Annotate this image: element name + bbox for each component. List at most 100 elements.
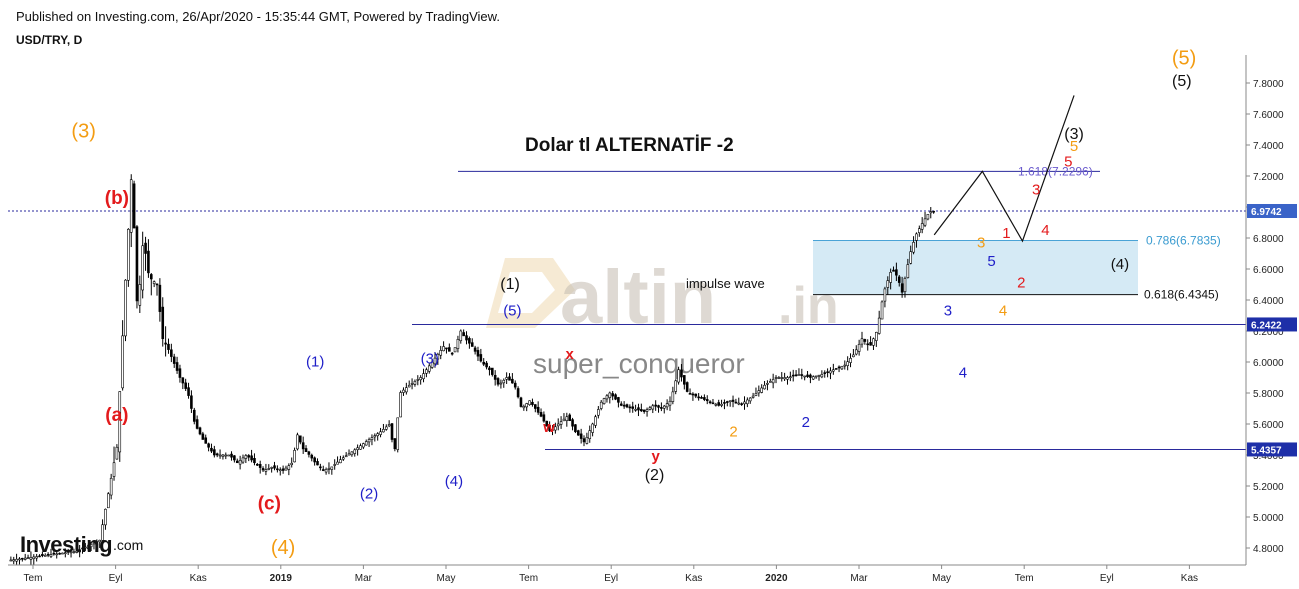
candle-body bbox=[129, 179, 133, 233]
plot-area bbox=[8, 55, 1246, 565]
wave-label: 5 bbox=[987, 253, 995, 270]
candle-body bbox=[918, 228, 921, 233]
x-tick-label: Eyl bbox=[1100, 573, 1114, 584]
candle-body bbox=[585, 436, 589, 444]
candle-body bbox=[637, 407, 640, 411]
candle-body bbox=[849, 358, 852, 363]
candle-body bbox=[897, 276, 901, 283]
candle-body bbox=[213, 449, 216, 456]
candle-body bbox=[192, 409, 196, 422]
candle-body bbox=[760, 387, 763, 393]
projection-path bbox=[933, 95, 1075, 243]
wave-label: (3) bbox=[1064, 126, 1084, 143]
candle-body bbox=[316, 461, 319, 466]
candle-body bbox=[545, 420, 549, 427]
fib-label: 1.618(7.2296) bbox=[1018, 164, 1093, 178]
candle-body bbox=[26, 557, 30, 559]
wave-label: 4 bbox=[959, 365, 967, 382]
candle-body bbox=[488, 367, 491, 371]
candle-body bbox=[840, 365, 844, 370]
price-candles bbox=[9, 174, 935, 566]
candle-body bbox=[768, 381, 772, 383]
candle-body bbox=[32, 556, 36, 560]
projection-line bbox=[933, 95, 1075, 243]
candle-body bbox=[405, 387, 408, 393]
candle-body bbox=[218, 454, 222, 457]
candle-body bbox=[748, 397, 752, 402]
wave-label: (3) bbox=[71, 120, 95, 142]
candle-body bbox=[522, 405, 526, 409]
x-tick-label: Mar bbox=[850, 573, 868, 584]
candle-body bbox=[574, 424, 577, 433]
candle-body bbox=[516, 388, 520, 398]
y-tick-label: 7.6000 bbox=[1253, 110, 1284, 121]
candle-body bbox=[287, 465, 291, 470]
wave-label: (5) bbox=[1172, 47, 1196, 69]
candle-body bbox=[872, 338, 875, 346]
candle-body bbox=[319, 466, 322, 469]
x-tick-label: 2019 bbox=[270, 573, 293, 584]
candle-body bbox=[118, 391, 122, 453]
candle-body bbox=[817, 374, 821, 377]
candle-body bbox=[29, 556, 33, 560]
candle-body bbox=[258, 464, 262, 468]
candle-body bbox=[21, 557, 24, 560]
candle-body bbox=[127, 229, 130, 281]
candle-body bbox=[766, 383, 769, 385]
x-tick-label: Eyl bbox=[604, 573, 618, 584]
candle-body bbox=[115, 446, 119, 460]
candle-body bbox=[187, 387, 190, 396]
fib-zone bbox=[813, 240, 1138, 295]
y-axis[interactable]: 4.8000 5.0000 5.2000 5.4000 5.6000 5.8000 6.00… bbox=[1245, 55, 1284, 565]
candle-body bbox=[84, 546, 87, 549]
x-tick-label: 2020 bbox=[765, 573, 788, 584]
candle-body bbox=[554, 426, 557, 431]
candle-body bbox=[55, 553, 59, 556]
candle-body bbox=[691, 393, 695, 396]
price-tag-label: 6.2422 bbox=[1251, 320, 1282, 331]
candle-body bbox=[121, 335, 124, 389]
candle-body bbox=[284, 467, 288, 471]
candle-body bbox=[895, 269, 898, 276]
candle-body bbox=[448, 347, 451, 352]
wave-label: 4 bbox=[1041, 222, 1049, 239]
investing-logo-text: Investing bbox=[20, 532, 112, 557]
price-tag-label: 5.4357 bbox=[1251, 445, 1282, 456]
candle-body bbox=[416, 379, 420, 381]
y-tick-label: 7.8000 bbox=[1253, 79, 1284, 90]
wave-label: (c) bbox=[258, 493, 281, 514]
candle-body bbox=[384, 426, 388, 430]
candle-body bbox=[430, 361, 434, 368]
candle-body bbox=[256, 463, 259, 466]
candle-body bbox=[238, 460, 242, 465]
candle-body bbox=[714, 403, 718, 406]
candle-body bbox=[64, 552, 67, 554]
candle-body bbox=[46, 554, 50, 556]
candle-body bbox=[341, 457, 345, 460]
candle-body bbox=[826, 371, 829, 374]
candle-body bbox=[559, 421, 563, 425]
candle-body bbox=[227, 454, 230, 457]
candle-body bbox=[373, 435, 377, 438]
candle-body bbox=[190, 395, 193, 409]
candle-body bbox=[814, 375, 818, 378]
x-tick-label: Tem bbox=[1015, 573, 1034, 584]
x-axis[interactable]: Tem Eyl Kas 2019 Mar May Tem Eyl Kas 2020 Mar May Te… bbox=[8, 564, 1246, 584]
candle-body bbox=[141, 245, 144, 291]
candle-body bbox=[746, 399, 749, 405]
candle-body bbox=[138, 284, 142, 306]
candle-body bbox=[892, 269, 895, 272]
candle-body bbox=[204, 437, 208, 444]
candle-body bbox=[599, 401, 603, 409]
wave-label: (4) bbox=[1111, 256, 1129, 273]
candle-body bbox=[628, 406, 632, 409]
candle-body bbox=[170, 349, 173, 357]
candle-body bbox=[493, 374, 497, 380]
wave-label: (1) bbox=[306, 354, 324, 371]
candle-body bbox=[439, 350, 443, 356]
candle-body bbox=[823, 372, 827, 374]
candle-body bbox=[820, 374, 824, 378]
candle-body bbox=[720, 403, 723, 406]
